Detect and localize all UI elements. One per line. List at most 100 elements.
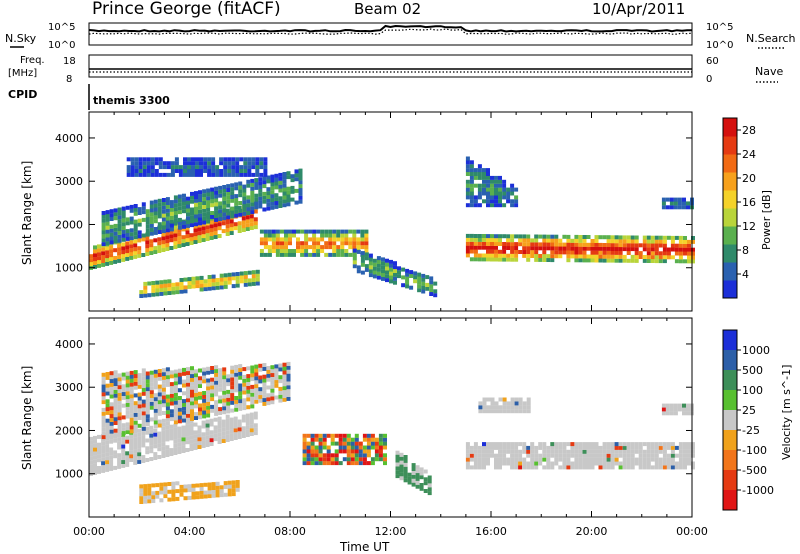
heatmap-cell <box>286 381 291 386</box>
heatmap-cell <box>97 469 101 474</box>
heatmap-cell <box>661 197 666 202</box>
heatmap-cell <box>510 453 515 458</box>
heatmap-cell <box>258 387 263 392</box>
heatmap-cell <box>634 457 639 462</box>
heatmap-cell <box>206 405 211 410</box>
heatmap-cell <box>235 172 240 177</box>
heatmap-cell <box>316 245 321 250</box>
heatmap-cell <box>502 257 507 262</box>
heatmap-cell <box>258 181 263 186</box>
heatmap-cell <box>522 401 527 406</box>
heatmap-cell <box>282 390 287 394</box>
heatmap-cell <box>658 243 663 248</box>
heatmap-cell <box>322 441 327 446</box>
heatmap-cell <box>389 275 393 280</box>
heatmap-cell <box>121 423 126 428</box>
heatmap-cell <box>654 457 659 462</box>
heatmap-cell <box>482 234 486 238</box>
heatmap-cell <box>97 446 101 451</box>
heatmap-cell <box>266 373 271 378</box>
heatmap-cell <box>189 435 194 440</box>
heatmap-cell <box>109 245 114 250</box>
heatmap-cell <box>235 161 240 166</box>
heatmap-cell <box>490 241 494 246</box>
heatmap-cell <box>186 212 190 217</box>
heatmap-cell <box>113 248 118 253</box>
heatmap-cell <box>202 367 207 372</box>
heatmap-cell <box>249 412 254 417</box>
heatmap-cell <box>638 453 643 458</box>
heatmap-cell <box>534 234 539 239</box>
heatmap-cell <box>183 285 188 290</box>
heatmap-cell <box>302 453 307 458</box>
heatmap-cell <box>687 255 691 260</box>
heatmap-cell <box>97 442 101 447</box>
heatmap-cell <box>274 185 279 190</box>
heatmap-cell <box>209 422 214 427</box>
heatmap-cell <box>498 442 502 447</box>
heatmap-cell <box>262 382 267 387</box>
heatmap-cell <box>433 289 438 294</box>
heatmap-cell <box>211 157 216 162</box>
heatmap-cell <box>282 393 287 398</box>
heatmap-cell <box>153 207 158 212</box>
heatmap-cell <box>358 461 363 466</box>
heatmap-cell <box>109 455 114 460</box>
heatmap-cell <box>494 257 498 262</box>
heatmap-cell <box>243 275 248 279</box>
heatmap-cell <box>190 405 194 410</box>
heatmap-cell <box>465 253 470 258</box>
heatmap-cell <box>498 238 502 243</box>
heatmap-cell <box>542 453 547 458</box>
heatmap-cell <box>109 466 114 471</box>
heatmap-cell <box>677 407 682 412</box>
heatmap-cell <box>610 250 615 255</box>
heatmap-cell <box>251 270 256 275</box>
heatmap-cell <box>174 165 179 170</box>
heatmap-cell <box>199 161 203 166</box>
heatmap-cell <box>602 254 607 259</box>
heatmap-cell <box>574 449 579 454</box>
heatmap-cell <box>161 379 166 384</box>
heatmap-cell <box>230 400 235 405</box>
heatmap-cell <box>234 407 239 412</box>
heatmap-cell <box>658 449 663 454</box>
heatmap-cell <box>312 252 317 257</box>
heatmap-cell <box>686 411 690 416</box>
heatmap-cell <box>473 461 478 466</box>
heatmap-cell <box>554 250 559 255</box>
heatmap-cell <box>254 193 259 198</box>
heatmap-cell <box>254 364 259 369</box>
heatmap-cell <box>165 382 170 387</box>
heatmap-cell <box>203 157 208 162</box>
heatmap-cell <box>93 435 97 440</box>
heatmap-cell <box>121 448 126 453</box>
heatmap-cell <box>602 250 607 255</box>
heatmap-cell <box>342 437 347 442</box>
heatmap-cell <box>225 438 230 442</box>
heatmap-cell <box>670 457 675 462</box>
heatmap-cell <box>344 237 349 242</box>
heatmap-cell <box>173 245 178 249</box>
heatmap-cell <box>149 417 154 422</box>
heatmap-cell <box>469 179 474 184</box>
heatmap-cell <box>145 252 150 256</box>
heatmap-cell <box>586 453 591 458</box>
heatmap-cell <box>594 254 599 259</box>
heatmap-cell <box>670 442 675 447</box>
heatmap-cell <box>473 453 478 458</box>
heatmap-cell <box>274 181 279 186</box>
heatmap-cell <box>165 402 170 407</box>
heatmap-cell <box>219 161 224 166</box>
heatmap-cell <box>227 484 232 489</box>
heatmap-cell <box>646 449 651 454</box>
heatmap-cell <box>162 165 167 170</box>
heatmap-cell <box>554 246 559 251</box>
heatmap-cell <box>254 368 259 373</box>
heatmap-cell <box>185 242 190 246</box>
heatmap-cell <box>218 185 223 190</box>
heatmap-cell <box>344 229 349 234</box>
heatmap-cell <box>506 405 511 410</box>
heatmap-cell <box>294 188 299 193</box>
heatmap-cell <box>237 419 242 424</box>
